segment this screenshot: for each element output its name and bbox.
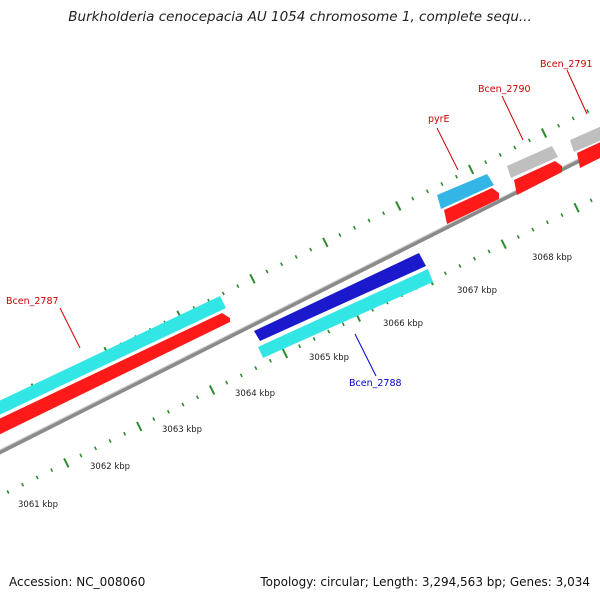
label-leader-bcen-2787 (59, 307, 81, 349)
minor-tick (341, 322, 345, 327)
minor-tick (50, 468, 54, 473)
minor-tick (166, 409, 170, 414)
minor-tick (458, 264, 462, 268)
kbp-label: 3063 kbp (162, 425, 202, 435)
major-tick (136, 421, 143, 432)
gene-label-bcen-2790[interactable]: Bcen_2790 (478, 84, 531, 95)
minor-tick (280, 262, 284, 267)
minor-tick (531, 227, 535, 232)
major-tick (395, 200, 402, 211)
minor-tick (195, 395, 200, 400)
minor-tick (352, 225, 357, 230)
kbp-label: 3061 kbp (18, 500, 58, 510)
gene-bcen-2790-gray[interactable] (507, 146, 558, 178)
minor-tick (545, 220, 549, 225)
kbp-label: 3068 kbp (532, 253, 572, 263)
minor-tick (472, 256, 477, 261)
minor-tick (6, 490, 10, 494)
upper-tick-row (3, 109, 590, 405)
minor-tick (560, 213, 564, 217)
major-tick (63, 457, 70, 468)
cds-bcen-2788-blue[interactable] (254, 253, 426, 341)
minor-tick (440, 182, 444, 186)
gene-bcen-2790-red[interactable] (514, 161, 562, 195)
cds-bcen-2788-cyan[interactable] (258, 269, 433, 358)
minor-tick (327, 329, 331, 334)
label-leader-bcen-2790 (501, 95, 524, 141)
label-leader-bcen-2791 (566, 69, 588, 115)
label-leader-pyre (436, 127, 459, 171)
cds-bcen-2787-cyan[interactable] (0, 296, 226, 424)
minor-tick (367, 218, 371, 223)
minor-tick (21, 482, 25, 487)
minor-tick (79, 453, 83, 458)
gene-label-bcen-2788[interactable]: Bcen_2788 (349, 378, 402, 389)
minor-tick (443, 271, 447, 276)
minor-tick (586, 109, 590, 114)
major-tick (468, 164, 475, 175)
minor-tick (181, 402, 185, 407)
minor-tick (487, 249, 491, 254)
major-tick (209, 385, 216, 395)
minor-tick (108, 439, 112, 443)
minor-tick (312, 336, 316, 341)
minor-tick (425, 189, 429, 194)
minor-tick (93, 446, 98, 451)
minor-tick (484, 160, 488, 165)
gene-pyre-red[interactable] (444, 188, 499, 224)
minor-tick (338, 233, 342, 238)
kbp-label: 3065 kbp (309, 353, 349, 363)
minor-tick (123, 431, 127, 436)
minor-tick (557, 123, 561, 128)
minor-tick (589, 198, 593, 203)
major-tick (500, 239, 507, 250)
minor-tick (454, 174, 459, 179)
minor-tick (236, 284, 240, 289)
minor-tick (265, 269, 269, 274)
kbp-label: 3064 kbp (235, 389, 275, 399)
gene-bcen-2787-red[interactable] (0, 313, 230, 444)
kbp-label: 3062 kbp (90, 462, 130, 472)
gene-label-bcen-2787[interactable]: Bcen_2787 (6, 296, 59, 307)
kbp-label: 3066 kbp (383, 319, 423, 329)
genome-summary-text: Topology: circular; Length: 3,294,563 bp… (260, 575, 590, 589)
gene-label-bcen-2791[interactable]: Bcen_2791 (540, 59, 593, 70)
minor-tick (152, 417, 156, 422)
minor-tick (309, 247, 313, 252)
kbp-label: 3067 kbp (457, 286, 497, 296)
gene-bcen-2791-gray[interactable] (570, 118, 600, 152)
map-title: Burkholderia cenocepacia AU 1054 chromos… (68, 9, 532, 25)
cds-pyre-skyblue[interactable] (437, 174, 494, 209)
minor-tick (298, 344, 302, 349)
chromosome-backbone (0, 147, 600, 455)
minor-tick (221, 291, 225, 296)
minor-tick (268, 358, 272, 363)
major-tick (540, 128, 548, 138)
lower-tick-row (6, 198, 593, 494)
major-tick (322, 237, 329, 248)
minor-tick (239, 373, 243, 378)
minor-tick (382, 211, 386, 216)
major-tick (249, 273, 256, 284)
major-tick (281, 348, 289, 359)
minor-tick (411, 196, 415, 201)
minor-tick (513, 145, 517, 150)
accession-text: Accession: NC_008060 (9, 575, 146, 589)
label-leader-bcen-2788 (354, 333, 377, 377)
minor-tick (225, 380, 229, 385)
major-tick (573, 202, 580, 213)
minor-tick (498, 152, 502, 157)
minor-tick (527, 138, 531, 143)
gene-label-pyre[interactable]: pyrE (428, 114, 450, 125)
minor-tick (35, 475, 39, 480)
chromosome-backbone-highlight (0, 147, 600, 451)
minor-tick (254, 366, 258, 371)
minor-tick (294, 254, 298, 259)
minor-tick (571, 116, 575, 121)
minor-tick (516, 234, 520, 239)
gene-bcen-2791-red[interactable] (577, 133, 600, 168)
